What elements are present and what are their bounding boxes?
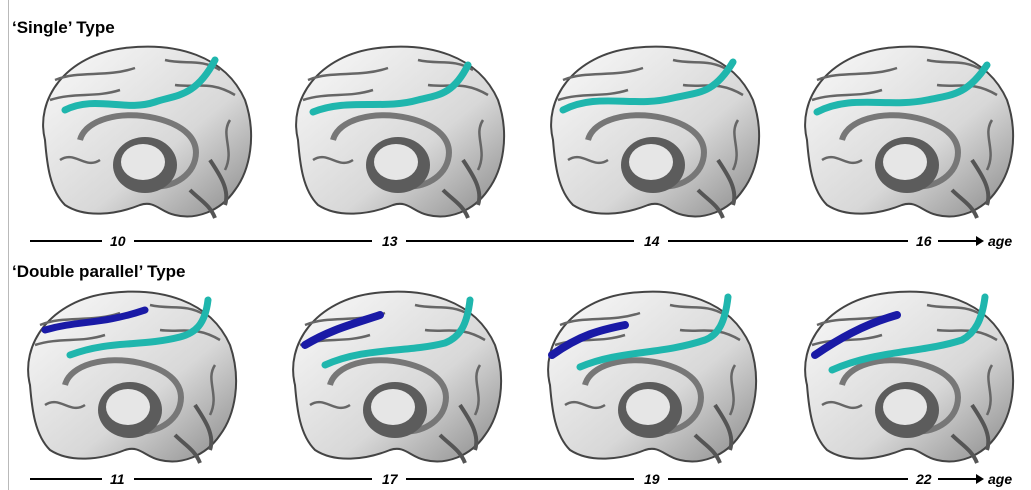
axis-label-age: age (988, 471, 1013, 487)
age-label: 14 (644, 233, 660, 249)
age-label: 22 (916, 471, 932, 487)
section-title-single: ‘Single’ Type (12, 18, 115, 37)
brain-image-single-1 (25, 40, 255, 225)
brain-image-double-4 (787, 285, 1017, 470)
age-timeline-double-parallel: 11 17 19 22 age (30, 469, 1020, 489)
brain-image-single-4 (787, 40, 1017, 225)
age-timeline-single: 10 13 14 16 age (30, 231, 1020, 251)
age-label: 13 (382, 233, 398, 249)
age-label: 11 (110, 471, 125, 487)
left-border-rule (8, 0, 9, 490)
age-label: 19 (644, 471, 660, 487)
brain-surface-single-1-svg (25, 40, 255, 225)
brain-image-double-3 (530, 285, 760, 470)
age-label: 17 (382, 471, 398, 487)
arrow-head-icon (976, 474, 984, 484)
brain-image-single-2 (278, 40, 508, 225)
age-label: 16 (916, 233, 932, 249)
brain-image-single-3 (533, 40, 763, 225)
section-title-double-parallel: ‘Double parallel’ Type (12, 262, 186, 281)
brain-image-double-2 (275, 285, 505, 470)
brain-image-double-1 (10, 285, 240, 470)
age-label: 10 (110, 233, 126, 249)
axis-label-age: age (988, 233, 1013, 249)
arrow-head-icon (976, 236, 984, 246)
